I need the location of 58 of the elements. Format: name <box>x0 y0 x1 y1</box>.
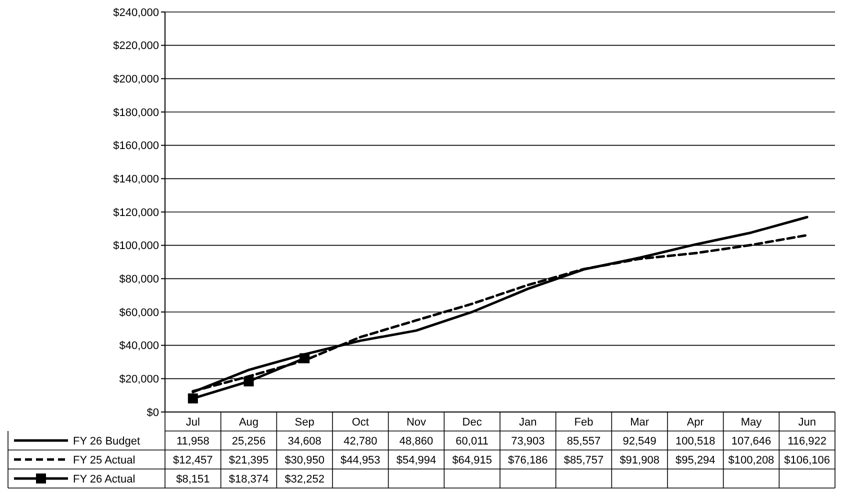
data-label: 100,518 <box>676 435 716 448</box>
point <box>188 393 198 404</box>
data-label: 85,557 <box>566 435 601 448</box>
y-tick-label: $40,000 <box>119 340 159 352</box>
y-tick-label: $140,000 <box>113 174 159 186</box>
y-tick-label: $240,000 <box>113 6 159 19</box>
data-label: $12,457 <box>173 454 213 466</box>
legend-label: FY 25 Actual <box>73 454 136 466</box>
y-tick-label: $60,000 <box>119 306 159 319</box>
data-label: $91,908 <box>620 454 660 466</box>
data-label: $32,252 <box>284 473 324 486</box>
data-label: 42,780 <box>344 435 378 448</box>
y-tick-label: $0 <box>146 406 159 419</box>
y-tick-label: $200,000 <box>113 74 159 86</box>
y-tick-label: $180,000 <box>113 106 159 119</box>
point <box>244 376 254 386</box>
x-tick-label: Jul <box>186 416 200 428</box>
data-label: 107,646 <box>731 435 772 448</box>
y-tick-label: $100,000 <box>113 240 159 252</box>
data-label: $76,186 <box>508 454 548 466</box>
x-tick-label: Apr <box>686 416 704 428</box>
data-label: 92,549 <box>622 435 656 448</box>
x-tick-label: Mar <box>630 416 650 428</box>
x-tick-label: Jun <box>798 416 816 428</box>
data-label: 48,860 <box>399 435 434 448</box>
data-label: 11,958 <box>176 435 210 448</box>
y-tick-label: $80,000 <box>119 274 159 286</box>
x-tick-label: Jan <box>519 416 537 428</box>
data-label: $44,953 <box>340 454 380 466</box>
data-label: $64,915 <box>452 454 492 466</box>
y-tick-label: $120,000 <box>113 206 159 219</box>
data-label: 34,608 <box>288 435 322 448</box>
x-tick-label: Sep <box>294 416 314 428</box>
data-label: $8,151 <box>176 473 210 486</box>
data-label: $106,106 <box>784 454 830 466</box>
data-label: 60,011 <box>456 435 488 448</box>
data-label: $30,950 <box>284 454 324 466</box>
y-tick-label: $160,000 <box>113 140 159 152</box>
y-tick-label: $220,000 <box>113 40 159 52</box>
legend-label: FY 26 Actual <box>73 473 136 486</box>
y-tick-label: $20,000 <box>119 374 159 386</box>
x-tick-label: Oct <box>352 416 369 428</box>
x-tick-label: Nov <box>406 416 427 428</box>
data-label: $85,757 <box>564 454 604 466</box>
x-tick-label: May <box>740 416 762 428</box>
data-label: 116,922 <box>788 435 827 448</box>
legend-label: FY 26 Budget <box>73 435 140 448</box>
data-label: $21,395 <box>228 454 269 466</box>
data-label: $95,294 <box>676 454 716 466</box>
data-label: $54,994 <box>396 454 436 466</box>
data-label: 73,903 <box>511 435 545 448</box>
x-tick-label: Feb <box>574 416 594 428</box>
data-label: $100,208 <box>728 454 774 466</box>
data-label: 25,256 <box>232 435 266 448</box>
point <box>300 353 310 364</box>
data-label: $18,374 <box>228 473 269 486</box>
x-tick-label: Dec <box>462 416 482 428</box>
x-tick-label: Aug <box>238 416 259 428</box>
